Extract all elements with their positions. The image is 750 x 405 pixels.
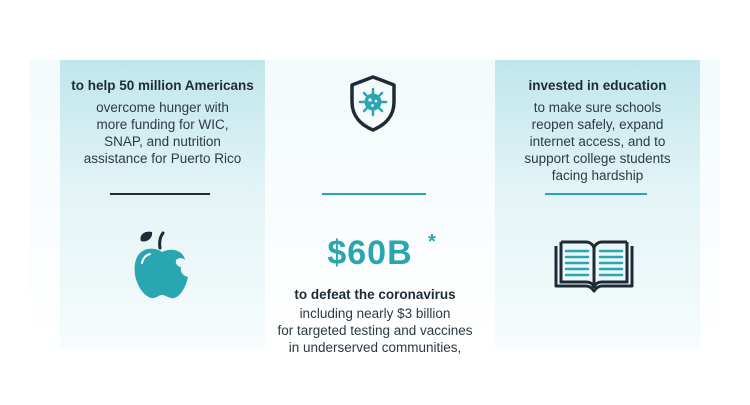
apple-icon: [134, 231, 188, 299]
center-heading: to defeat the coronavirus: [294, 287, 456, 302]
right-body-line: to make sure schools: [533, 100, 662, 115]
right-body-line: internet access, and to: [529, 134, 666, 149]
right-body-line: support college students: [524, 151, 671, 166]
right-divider: [545, 193, 647, 195]
right-body: to make sure schools reopen safely, expa…: [495, 99, 700, 184]
funding-amount: $60B: [327, 234, 413, 272]
left-body-line: assistance for Puerto Rico: [83, 151, 242, 166]
center-divider: [322, 193, 426, 195]
center-body: including nearly $3 billion for targeted…: [260, 305, 490, 356]
center-body-line: in underserved communities,: [288, 340, 462, 355]
right-body-line: facing hardship: [551, 168, 644, 183]
left-body: overcome hunger with more funding for WI…: [60, 99, 265, 167]
left-body-line: SNAP, and nutrition: [104, 134, 221, 149]
left-heading: to help 50 million Americans: [71, 78, 254, 93]
center-body-line: including nearly $3 billion: [299, 306, 451, 321]
right-body-line: reopen safely, expand: [531, 117, 664, 132]
left-panel: [60, 60, 265, 350]
right-panel: [495, 60, 700, 350]
left-body-line: overcome hunger with: [96, 100, 229, 115]
footnote-asterisk: *: [428, 231, 436, 253]
left-divider: [110, 193, 210, 195]
left-body-line: more funding for WIC,: [96, 117, 229, 132]
open-book-icon: [554, 240, 634, 293]
center-body-line: for targeted testing and vaccines: [277, 323, 473, 338]
right-heading: invested in education: [528, 78, 667, 93]
virus-shield-icon: [350, 75, 396, 132]
